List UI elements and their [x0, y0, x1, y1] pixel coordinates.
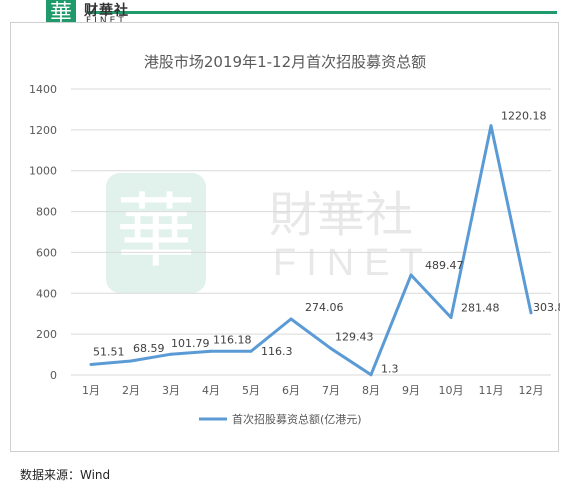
series-group — [89, 124, 533, 377]
y-tick-label: 600 — [36, 246, 57, 259]
logo-english-name: FINET — [86, 16, 127, 26]
watermark-seal — [106, 173, 206, 293]
data-point — [449, 315, 453, 319]
y-tick-label: 1400 — [29, 83, 57, 96]
legend: 首次招股募资总额(亿港元) — [199, 412, 362, 426]
data-label-group: 51.51 68.59 101.79 116.18 116.3 274.06 129.43 1… — [93, 110, 560, 376]
x-tick-label: 5月 — [242, 384, 260, 397]
y-tick-label: 1200 — [29, 124, 57, 137]
data-point — [169, 352, 173, 356]
data-label: 1.3 — [381, 363, 399, 376]
data-point — [369, 373, 373, 377]
watermark-seal-char: 華 — [116, 185, 196, 278]
x-tick-label: 3月 — [162, 384, 180, 397]
y-axis: 0 200 400 600 800 1000 1200 1400 — [29, 83, 57, 382]
data-label: 68.59 — [133, 342, 165, 355]
source-note: 数据来源：Wind — [20, 468, 111, 482]
data-point — [129, 359, 133, 363]
x-tick-label: 1月 — [82, 384, 100, 397]
data-label: 116.18 — [213, 333, 252, 346]
data-label: 51.51 — [93, 345, 125, 358]
x-tick-label: 12月 — [519, 384, 544, 397]
x-tick-label: 11月 — [479, 384, 504, 397]
data-label: 129.43 — [335, 331, 374, 344]
data-label: 1220.18 — [501, 110, 547, 123]
watermark-english: FINET — [273, 242, 433, 284]
data-label: 274.06 — [305, 301, 344, 314]
x-tick-label: 2月 — [122, 384, 140, 397]
data-point — [329, 347, 333, 351]
y-tick-label: 200 — [36, 328, 57, 341]
y-tick-label: 800 — [36, 206, 57, 219]
x-axis: 1月 2月 3月 4月 5月 6月 7月 8月 9月 10月 11月 12月 — [82, 384, 544, 397]
data-point — [489, 124, 493, 128]
y-tick-label: 400 — [36, 287, 57, 300]
line-chart: 華 財華社 FINET 港股市场2019年1-12月首次招股募资总额 0 200 4… — [29, 53, 560, 426]
x-tick-label: 4月 — [202, 384, 220, 397]
x-tick-label: 8月 — [362, 384, 380, 397]
data-label: 303.83 — [533, 301, 560, 314]
data-label: 116.3 — [261, 345, 293, 358]
data-point — [289, 317, 293, 321]
data-point — [529, 311, 533, 315]
data-label: 489.47 — [425, 259, 464, 272]
legend-label: 首次招股募资总额(亿港元) — [232, 412, 362, 426]
data-label: 101.79 — [171, 337, 210, 350]
logo-chinese-name: 财華社 — [84, 3, 129, 19]
series-line — [90, 124, 533, 377]
y-tick-label: 1000 — [29, 165, 57, 178]
x-tick-label: 10月 — [439, 384, 464, 397]
x-tick-label: 7月 — [322, 384, 340, 397]
data-point — [249, 349, 253, 353]
chart-title: 港股市场2019年1-12月首次招股募资总额 — [144, 53, 426, 71]
data-point — [89, 362, 93, 366]
x-tick-label: 9月 — [402, 384, 420, 397]
watermark-chinese: 財華社 — [269, 187, 413, 243]
x-tick-label: 6月 — [282, 384, 300, 397]
watermark: 華 財華社 FINET — [106, 173, 433, 293]
data-point — [209, 349, 213, 353]
data-point — [409, 273, 413, 277]
chart-frame: 華 財華社 FINET 港股市场2019年1-12月首次招股募资总额 0 200 4… — [10, 22, 560, 452]
data-label: 281.48 — [461, 301, 500, 314]
y-tick-label: 0 — [50, 369, 57, 382]
header-divider — [88, 11, 557, 14]
